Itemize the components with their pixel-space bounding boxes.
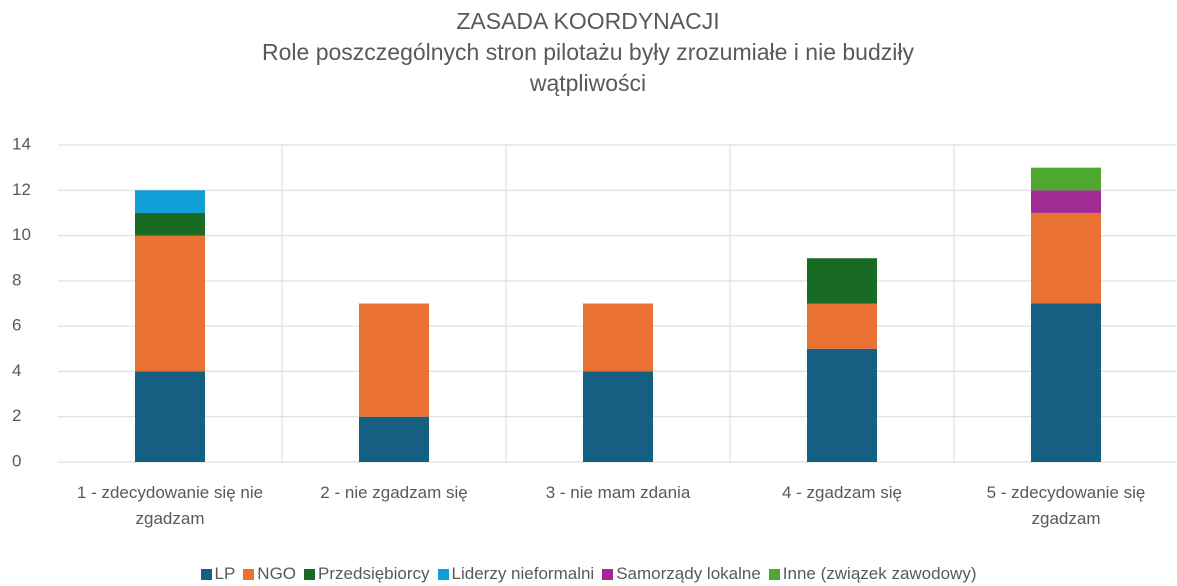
y-tick-label: 4	[12, 361, 21, 380]
legend-swatch	[304, 568, 316, 580]
legend-item: Inne (związek zawodowy)	[768, 564, 977, 584]
legend-label: LP	[214, 564, 236, 583]
legend-item: LP	[200, 564, 236, 584]
y-tick-label: 0	[12, 451, 21, 470]
legend-label: Przedsiębiorcy	[318, 564, 430, 583]
bar-segment	[807, 258, 877, 304]
chart-subtitle: Role poszczególnych stron pilotażu były …	[262, 39, 914, 96]
legend-label: NGO	[257, 564, 297, 583]
legend-label: Inne (związek zawodowy)	[782, 564, 977, 583]
bar-segment	[1031, 303, 1101, 462]
x-tick-label: 4 - zgadzam się	[782, 483, 902, 502]
legend-label: Liderzy nieformalni	[451, 564, 595, 583]
bar-segment	[583, 371, 653, 462]
bar-segment	[1031, 167, 1101, 191]
y-tick-label: 2	[12, 406, 21, 425]
x-tick-label: 1 - zdecydowanie się nie zgadzam	[76, 483, 264, 528]
legend-item: Liderzy nieformalni	[437, 564, 595, 584]
x-tick-label: 3 - nie mam zdania	[545, 483, 691, 502]
legend-item: Przedsiębiorcy	[304, 564, 430, 584]
bar-segment	[135, 235, 205, 372]
bar-segment	[807, 303, 877, 349]
bar-segment	[583, 303, 653, 372]
bar-segment	[135, 190, 205, 213]
y-tick-label: 6	[12, 316, 21, 335]
legend-swatch	[768, 568, 780, 580]
chart-title: ZASADA KOORDYNACJI	[456, 8, 720, 34]
legend-swatch	[602, 568, 614, 580]
bar-segment	[1031, 212, 1101, 304]
legend-item: Samorządy lokalne	[602, 564, 761, 584]
legend-swatch	[243, 568, 255, 580]
y-tick-label: 8	[12, 270, 21, 289]
legend-label: Samorządy lokalne	[616, 564, 761, 583]
y-tick-label: 10	[12, 225, 31, 244]
bar-segment	[135, 371, 205, 462]
x-tick-label: 5 - zdecydowanie się zgadzam	[986, 483, 1146, 528]
legend-swatch	[200, 568, 212, 580]
title-block: ZASADA KOORDYNACJI Role poszczególnych s…	[238, 6, 938, 99]
bar-segment	[359, 303, 429, 417]
legend-item: NGO	[243, 564, 296, 584]
legend: LP NGO Przedsiębiorcy Liderzy nieformalni Sa…	[0, 564, 1177, 584]
bar-segment	[1031, 190, 1101, 213]
bar-segment	[807, 348, 877, 462]
bar-segment	[359, 416, 429, 462]
bar-segment	[135, 212, 205, 236]
y-tick-label: 12	[12, 180, 31, 199]
legend-swatch	[437, 568, 449, 580]
x-tick-label: 2 - nie zgadzam się	[320, 483, 468, 502]
y-tick-label: 14	[12, 134, 31, 153]
